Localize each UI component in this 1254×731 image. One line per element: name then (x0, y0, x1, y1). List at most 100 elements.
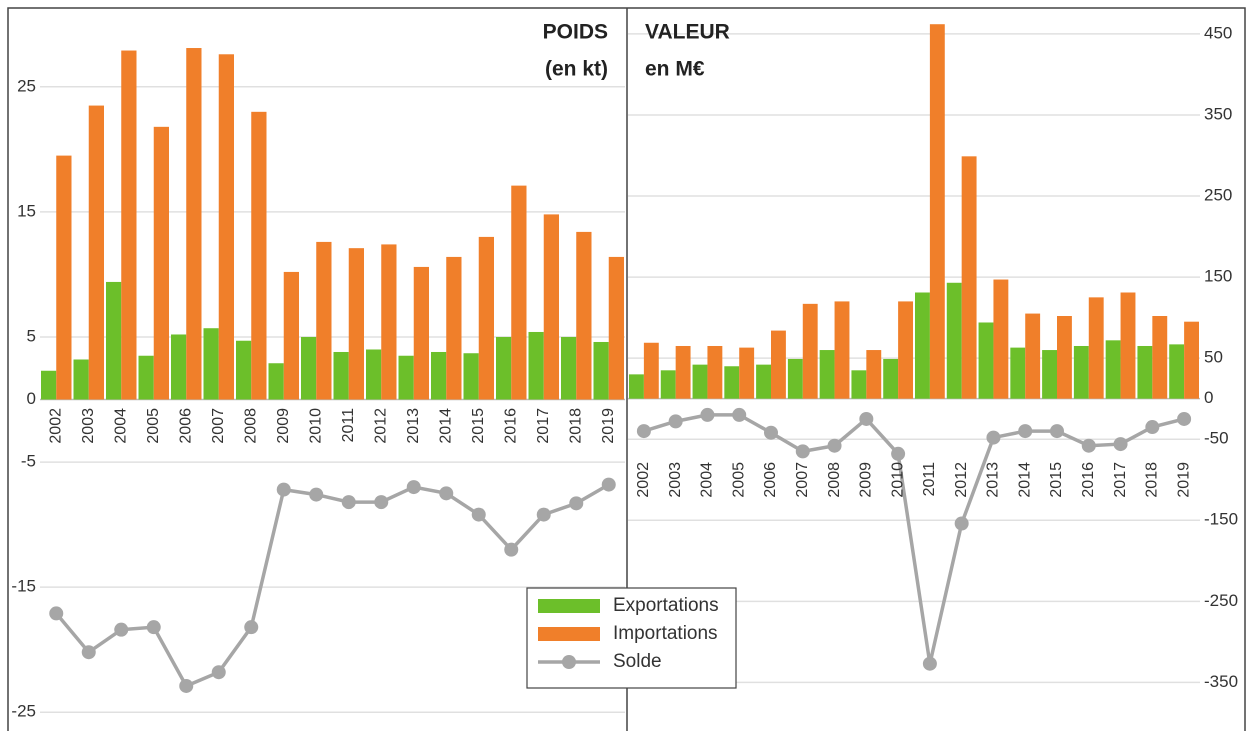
x-tick-label: 2012 (372, 408, 389, 444)
bar (41, 370, 57, 400)
x-tick-label: 2014 (437, 408, 454, 444)
bar (366, 349, 382, 400)
bar (643, 342, 659, 399)
bar (993, 279, 1009, 399)
point (146, 620, 161, 635)
x-tick-label: 2011 (921, 462, 938, 497)
bar (333, 351, 349, 400)
bar (431, 351, 447, 400)
x-tick-label: 2007 (210, 408, 227, 444)
x-tick-label: 2005 (145, 408, 162, 444)
point (276, 482, 291, 497)
point (700, 407, 715, 422)
y-tick-label: -150 (1204, 510, 1238, 529)
legend-label: Solde (613, 651, 662, 672)
x-tick-label: 2008 (242, 408, 259, 444)
point (211, 665, 226, 680)
point (891, 446, 906, 461)
bar (819, 350, 835, 399)
bar (1073, 345, 1089, 399)
bar (787, 358, 803, 399)
x-tick-label: 2017 (1112, 462, 1129, 498)
bar (707, 345, 723, 399)
bar (138, 355, 154, 400)
line (54, 483, 610, 689)
x-tick-label: 2005 (730, 462, 747, 498)
x-tick-label: 2017 (535, 408, 552, 444)
x-tick-label: 2008 (826, 462, 843, 498)
point (1081, 438, 1096, 453)
bar (398, 355, 414, 400)
bar (1137, 345, 1153, 399)
bar (739, 347, 755, 399)
y-tick-label: 150 (1204, 267, 1232, 286)
x-tick-label: 2019 (1175, 462, 1192, 498)
bar (203, 328, 219, 400)
bar (1105, 340, 1121, 399)
bar (929, 24, 945, 399)
bar (593, 341, 609, 400)
x-tick-label: 2011 (340, 408, 357, 443)
bar (496, 336, 512, 400)
bar (1120, 292, 1136, 399)
x-tick-label: 2016 (502, 408, 519, 444)
y-tick-label: -350 (1204, 672, 1238, 691)
bar (1057, 316, 1072, 399)
y-tick-label: -250 (1204, 591, 1238, 610)
chart-title: POIDS (543, 21, 608, 44)
bar (675, 345, 691, 399)
x-tick-label: 2016 (1080, 462, 1097, 498)
point (601, 477, 616, 492)
chart-title: en M€ (645, 58, 705, 81)
bar (186, 48, 202, 400)
point (81, 645, 96, 660)
bar (946, 282, 962, 399)
point (636, 424, 651, 439)
x-tick-label: 2014 (1016, 462, 1033, 498)
x-tick-label: 2006 (177, 408, 194, 444)
x-tick-label: 2015 (1048, 462, 1065, 498)
point (859, 411, 874, 426)
bar (73, 359, 89, 400)
panel: -25 -15 -5 0 5 15 25 2002 2003 2004 2005 2006 2007 20… (11, 21, 625, 721)
chart-title: VALEUR (645, 21, 730, 44)
chart-title: (en kt) (545, 58, 608, 81)
bar (756, 364, 771, 399)
y-tick-label: -50 (1204, 429, 1229, 448)
bar (1088, 297, 1104, 399)
bar (1025, 313, 1041, 399)
bar (1169, 344, 1185, 399)
bar (576, 231, 592, 400)
point (504, 542, 519, 557)
legend: Exportations Importations Solde (526, 587, 737, 689)
point (49, 606, 64, 621)
bar (528, 331, 544, 400)
point (1018, 424, 1033, 439)
x-tick-label: 2018 (1144, 462, 1161, 498)
point (309, 487, 324, 502)
y-tick-label: 50 (1204, 348, 1223, 367)
point (922, 656, 937, 671)
bar (1152, 316, 1168, 399)
point (764, 425, 778, 440)
point (114, 622, 129, 637)
point (732, 407, 747, 422)
x-tick-label: 2012 (953, 462, 970, 498)
point (1113, 437, 1128, 452)
bar (883, 358, 899, 399)
x-tick-label: 2010 (307, 408, 324, 444)
bar (898, 301, 913, 399)
y-tick-label: -5 (21, 452, 36, 471)
bar (1010, 347, 1026, 399)
x-tick-label: 2003 (80, 408, 97, 444)
x-tick-label: 2015 (470, 408, 487, 444)
bar (915, 292, 930, 399)
y-tick-label: -15 (11, 577, 36, 596)
bar (660, 370, 676, 399)
legend-swatch (562, 655, 576, 669)
bar (802, 303, 818, 399)
x-tick-label: 2006 (762, 462, 779, 498)
bar (348, 248, 364, 400)
point (795, 444, 810, 459)
